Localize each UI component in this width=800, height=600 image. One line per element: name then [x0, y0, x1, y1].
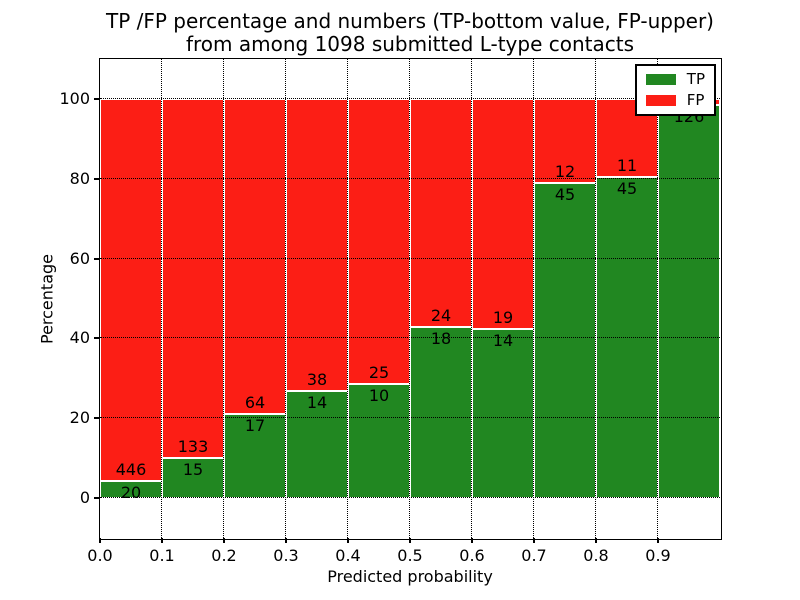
gridline-horizontal: [100, 177, 720, 179]
x-tick-mark: [285, 538, 287, 543]
x-tick-mark: [223, 538, 225, 543]
bar-segment-fp: [472, 98, 534, 329]
x-axis-label: Predicted probability: [327, 567, 493, 586]
gridline-vertical: [471, 59, 472, 538]
x-tick-mark: [657, 538, 659, 543]
y-tick-mark: [94, 97, 100, 100]
x-tick-mark: [161, 538, 163, 543]
gridline-horizontal: [100, 497, 720, 499]
fp-count-label: 38: [306, 369, 328, 389]
gridline-horizontal: [100, 257, 720, 259]
fp-count-label: 12: [554, 162, 576, 182]
y-tick-label: 20: [69, 408, 90, 428]
fp-legend-swatch: [645, 95, 676, 106]
legend-item-tp: TP: [645, 70, 705, 88]
tp-count-label: 45: [616, 179, 638, 199]
gridline-vertical: [657, 59, 658, 538]
bar-segment-fp: [410, 98, 472, 327]
x-tick-mark: [347, 538, 349, 543]
bar-segment-tp: [534, 183, 596, 499]
gridline-vertical: [595, 59, 596, 538]
x-tick-mark: [595, 538, 597, 543]
y-tick-mark: [94, 337, 100, 340]
y-tick-label: 40: [69, 328, 90, 348]
y-tick-label: 80: [69, 168, 90, 188]
x-tick-mark: [471, 538, 473, 543]
y-tick-mark: [94, 177, 100, 180]
tp-count-label: 14: [306, 392, 328, 412]
gridline-vertical: [285, 59, 286, 538]
bar-segment-fp: [348, 98, 410, 384]
x-tick-label: 0.8: [583, 546, 609, 565]
x-tick-label: 0.7: [521, 546, 547, 565]
x-tick-mark: [99, 538, 101, 543]
x-tick-label: 0.4: [335, 546, 361, 565]
fp-count-label: 25: [368, 362, 390, 382]
chart-title-line1: TP /FP percentage and numbers (TP-bottom…: [106, 9, 714, 33]
x-tick-label: 0.9: [645, 546, 671, 565]
y-tick-label: 100: [59, 88, 90, 108]
tp-count-label: 15: [182, 459, 204, 479]
fp-count-label: 19: [492, 307, 514, 327]
gridline-vertical: [409, 59, 410, 538]
fp-count-label: 24: [430, 305, 452, 325]
gridline-horizontal: [100, 97, 720, 99]
y-tick-label: 60: [69, 248, 90, 268]
x-tick-label: 0.3: [273, 546, 299, 565]
tp-count-label: 18: [430, 328, 452, 348]
bar-segment-fp: [100, 98, 162, 481]
gridline-vertical: [347, 59, 348, 538]
fp-count-label: 11: [616, 156, 638, 176]
y-tick-mark: [94, 497, 100, 500]
tp-count-label: 14: [492, 330, 514, 350]
fp-legend-label: FP: [686, 91, 705, 109]
fp-count-label: 64: [244, 393, 266, 413]
tp-count-label: 10: [368, 385, 390, 405]
tp-count-label: 45: [554, 185, 576, 205]
y-tick-mark: [94, 257, 100, 260]
chart-title-line2: from among 1098 submitted L-type contact…: [185, 32, 635, 56]
x-tick-mark: [533, 538, 535, 543]
tp-legend-label: TP: [686, 70, 705, 88]
bar-segment-fp: [286, 98, 348, 391]
bar-segment-tp: [162, 457, 224, 499]
bar-segment-tp: [348, 383, 410, 499]
tp-count-label: 17: [244, 416, 266, 436]
x-tick-label: 0.6: [459, 546, 485, 565]
y-tick-label: 0: [79, 488, 90, 508]
bar-segment-tp: [472, 328, 534, 499]
x-tick-mark: [409, 538, 411, 543]
y-tick-mark: [94, 417, 100, 420]
fp-count-label: 133: [177, 436, 209, 456]
gridline-vertical: [533, 59, 534, 538]
x-tick-label: 0.0: [87, 546, 113, 565]
gridline-horizontal: [100, 337, 720, 339]
gridline-vertical: [161, 59, 162, 538]
bar-segment-fp: [534, 98, 596, 184]
bar-segment-tp: [410, 326, 472, 499]
gridline-horizontal: [100, 417, 720, 419]
legend-item-fp: FP: [645, 91, 705, 109]
bar-segment-fp: [162, 98, 224, 458]
tp-legend-swatch: [645, 74, 676, 85]
chart-title: TP /FP percentage and numbers (TP-bottom…: [90, 10, 730, 56]
tp-count-label: 20: [120, 482, 142, 502]
bar-segment-tp: [658, 105, 720, 499]
gridline-vertical: [223, 59, 224, 538]
bar-segment-fp: [224, 98, 286, 415]
plot-area: TP FP 446 20 133 15 64 17 38 14 25 10 24 18 19 14 12 45…: [94, 57, 722, 543]
fp-count-label: 446: [115, 459, 147, 479]
legend: TP FP: [634, 64, 716, 116]
x-tick-label: 0.1: [149, 546, 175, 565]
x-tick-label: 0.5: [397, 546, 423, 565]
x-tick-label: 0.2: [211, 546, 237, 565]
